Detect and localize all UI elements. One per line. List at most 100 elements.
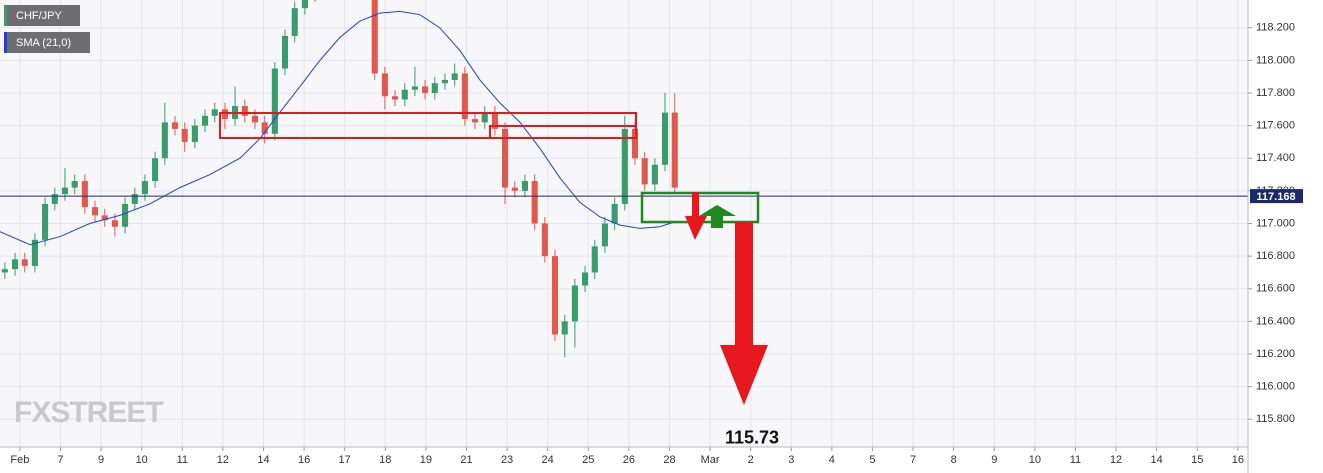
candle-body <box>81 181 88 208</box>
y-tick-label: 118.200 <box>1256 22 1295 34</box>
candle-body <box>411 86 418 90</box>
x-tick-label: 7 <box>910 454 916 466</box>
candle-body <box>641 158 648 185</box>
candle-body <box>191 125 198 142</box>
x-tick-label: 11 <box>1070 454 1081 466</box>
candle-body <box>251 115 259 123</box>
candle-body <box>381 73 388 97</box>
candle-body <box>271 68 278 134</box>
x-tick-label: 9 <box>98 454 104 466</box>
candle-body <box>521 181 528 191</box>
candle-body <box>541 223 548 257</box>
candle-body <box>152 158 159 182</box>
x-tick-label: 2 <box>748 454 754 466</box>
x-tick-label: 9 <box>991 454 997 466</box>
y-tick-label: 117.000 <box>1256 217 1295 229</box>
y-tick-label: 116.200 <box>1256 348 1295 360</box>
x-tick-label: 7 <box>57 454 63 466</box>
candle-body <box>631 128 639 159</box>
candle-body <box>491 112 498 129</box>
candle-body <box>111 220 118 227</box>
grid <box>0 0 1248 447</box>
watermark: FXSTREET <box>14 396 163 429</box>
y-tick-label: 116.800 <box>1256 250 1295 262</box>
x-tick-label: 10 <box>1029 454 1041 466</box>
y-tick-label: 117.600 <box>1256 120 1295 132</box>
candle-body <box>281 35 289 69</box>
y-tick-label: 117.800 <box>1256 87 1295 99</box>
candle-body <box>621 128 628 204</box>
down-arrow <box>685 192 707 240</box>
candle-body <box>61 187 69 195</box>
candle-body <box>371 0 378 74</box>
candle-body <box>511 187 518 191</box>
y-tick-label: 117.400 <box>1256 152 1295 164</box>
candle-body <box>171 122 179 129</box>
candle-body <box>161 122 168 159</box>
plot-area <box>0 0 1248 358</box>
x-tick-label: 10 <box>136 454 148 466</box>
candle-body <box>651 164 658 185</box>
axis-background <box>1248 0 1323 473</box>
candle-body <box>141 181 148 195</box>
last-price-label: 117.168 <box>1256 191 1295 203</box>
x-tick-label: 16 <box>1232 454 1244 466</box>
candle-body <box>671 112 678 188</box>
y-tick-label: 116.600 <box>1256 283 1295 295</box>
x-tick-label: 11 <box>177 454 188 466</box>
resistance-zone <box>489 125 637 139</box>
candle-body <box>561 321 568 335</box>
candle-body <box>471 119 479 123</box>
candle-body <box>611 203 618 224</box>
candle-body <box>181 128 188 142</box>
candle-body <box>71 181 78 188</box>
x-tick-label: Feb <box>10 454 29 466</box>
candle-body <box>601 223 608 247</box>
x-tick-label: 25 <box>582 454 594 466</box>
candle-body <box>661 112 669 165</box>
candle-body <box>481 112 488 123</box>
up-arrow <box>699 205 736 228</box>
x-tick-label: 23 <box>501 454 513 466</box>
candle-body <box>431 83 438 93</box>
x-tick-label: 4 <box>829 454 835 466</box>
x-tick-label: 21 <box>460 454 472 466</box>
candle-body <box>101 215 108 221</box>
legend: CHF/JPY SMA (21,0) <box>4 5 90 53</box>
candle-body <box>301 0 308 9</box>
candle-body <box>91 207 99 216</box>
x-tick-label: 19 <box>420 454 432 466</box>
candle-body <box>121 203 129 227</box>
candle-body <box>21 259 28 266</box>
candle-body <box>11 259 19 270</box>
x-tick-label: 5 <box>869 454 875 466</box>
legend-box <box>4 5 80 26</box>
candle-body <box>241 106 248 116</box>
candle-body <box>401 89 408 100</box>
candle-body <box>31 239 38 266</box>
x-tick-label: 28 <box>663 454 675 466</box>
candle-body <box>591 246 598 273</box>
candle-body <box>211 109 218 116</box>
x-tick-label: 17 <box>339 454 351 466</box>
candle-body <box>502 128 509 188</box>
x-tick-label: 15 <box>1191 454 1203 466</box>
candle-body <box>451 73 458 80</box>
target-label: 115.73 <box>725 427 779 447</box>
legend-label: SMA (21,0) <box>16 37 71 49</box>
x-tick-label: 14 <box>257 454 269 466</box>
candle-body <box>581 272 589 286</box>
candle-body <box>201 115 209 126</box>
last-price-box <box>1250 189 1303 204</box>
candle-body <box>551 256 559 335</box>
x-tick-label: 12 <box>217 454 229 466</box>
legend-swatch <box>4 32 7 53</box>
y-tick-label: 118.000 <box>1256 54 1295 66</box>
x-tick-label: 24 <box>542 454 554 466</box>
candle-body <box>221 109 228 120</box>
sma-line <box>0 10 675 246</box>
candle-body <box>1 269 8 273</box>
candle-body <box>131 194 138 204</box>
x-tick-label: 16 <box>298 454 310 466</box>
